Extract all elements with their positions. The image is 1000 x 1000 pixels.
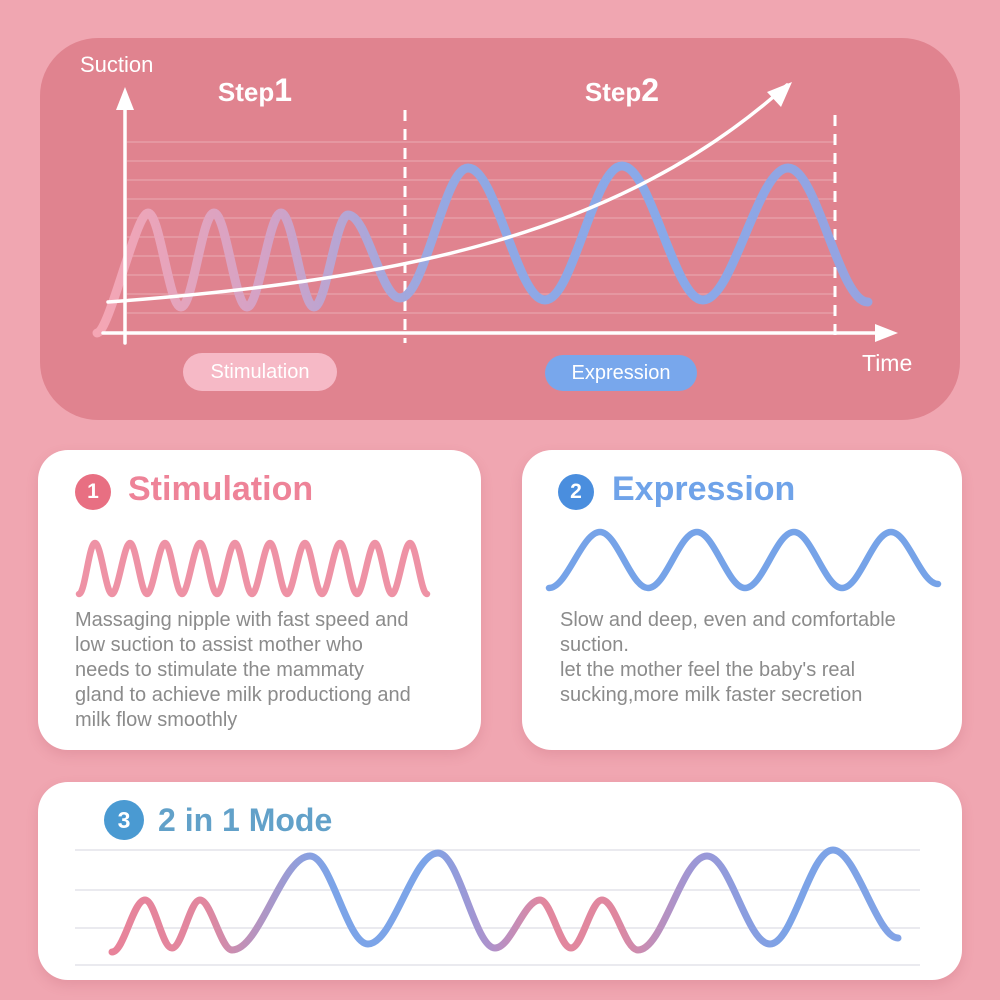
step1-number: 1 [274,72,293,108]
step-number-badge-3: 3 [104,800,144,840]
expression-wave-figure [545,528,942,592]
x-axis-arrowhead-icon [875,324,898,342]
x-axis-label: Time [862,350,913,376]
stimulation-card: 1 Stimulation Massaging nipple with fast… [38,450,481,750]
expression-card: 2 Expression Slow and deep, even and com… [522,450,962,750]
expression-card-title: Expression [612,470,796,508]
stimulation-card-title: Stimulation [128,470,314,508]
trend-arrowhead-icon [767,82,792,107]
stimulation-badge: Stimulation [183,353,337,391]
step1-label: Step1 [217,72,293,108]
mode-2in1-card: 3 2 in 1 Mode [38,782,962,980]
expression-badge: Expression [545,355,697,391]
mode-2in1-wave [108,846,902,956]
suction-chart-panel: Suction Step1 Step2 Stimulation Expressi… [40,38,960,420]
expression-badge-label: Expression [571,361,671,384]
stimulation-card-body: Massaging nipple with fast speed and low… [75,609,411,731]
step2-number: 2 [641,72,660,108]
gridlines [127,141,835,314]
step2-label: Step2 [584,72,660,108]
trend-curve [106,83,789,304]
expression-wave [545,528,942,592]
suction-chart [92,82,898,345]
stimulation-wave [75,539,431,598]
mode-2in1-wave-figure [75,846,920,966]
stimulation-wave-figure [75,539,431,598]
suction-waveform [92,161,873,338]
stimulation-badge-label: Stimulation [210,360,310,383]
mode-2in1-card-title: 2 in 1 Mode [158,802,333,838]
step-number-badge-1: 1 [75,474,111,510]
y-axis-label: Suction [80,52,154,77]
expression-card-body: Slow and deep, even and comfortable suct… [560,609,896,706]
step-number-badge-2: 2 [558,474,594,510]
y-axis-arrowhead-icon [116,87,134,110]
